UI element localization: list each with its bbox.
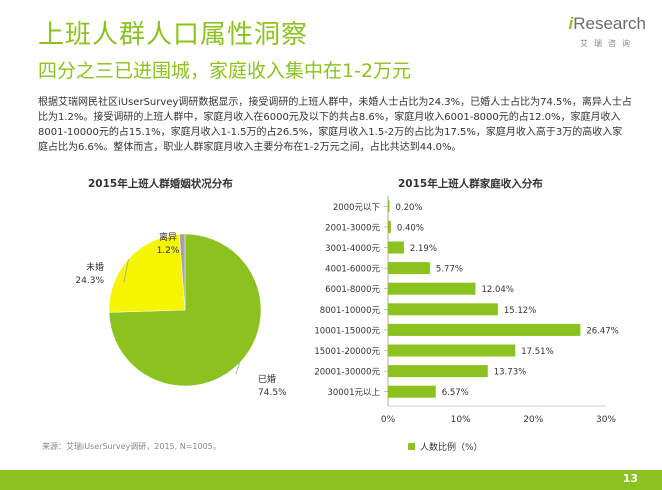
logo-wordmark: iResearch (568, 14, 647, 33)
pie-slice-label: 未婚 (86, 261, 104, 273)
logo-cn-text: 艾瑞咨询 (580, 39, 636, 48)
bar-value-label: 0.20% (395, 203, 422, 213)
income-bar (388, 365, 488, 378)
bar-value-label: 5.77% (436, 265, 463, 275)
legend-label: 人数比例（%） (420, 441, 483, 453)
pie-slice-label: 已婚 (258, 373, 276, 385)
income-bar (388, 282, 476, 295)
bar-category-label: 8001-10000元 (320, 306, 381, 316)
bar-category-label: 15001-20000元 (314, 347, 380, 357)
legend-swatch (408, 443, 415, 450)
bar-category-label: 2001-3000元 (325, 223, 380, 233)
income-bar (388, 220, 391, 233)
bar-value-label: 0.40% (397, 223, 424, 233)
pie-slice (179, 233, 186, 311)
x-tick-label: 0% (381, 415, 396, 425)
bar-category-label: 3001-4000元 (325, 244, 380, 254)
income-bar (388, 241, 404, 254)
pie-slice-value: 74.5% (258, 388, 287, 398)
income-bar (388, 344, 516, 357)
income-bar (388, 323, 581, 336)
pie-chart-title: 2015年上班人群婚姻状况分布 (88, 178, 233, 190)
pie-leader-line (235, 362, 240, 375)
pie-slice (108, 233, 186, 313)
bar-value-label: 15.12% (504, 306, 536, 316)
income-bar (388, 262, 430, 275)
bar-value-label: 6.57% (442, 388, 469, 398)
pie-slice-value: 24.3% (75, 276, 104, 286)
bar-category-label: 6001-8000元 (325, 285, 380, 295)
marital-status-pie-chart: 已婚 74.5% 未婚 24.3% 离异 1.2% (75, 231, 287, 398)
bar-value-label: 2.19% (410, 244, 437, 254)
pie-slice (108, 233, 262, 387)
x-tick-label: 10% (451, 415, 471, 425)
bar-value-label: 13.73% (494, 368, 526, 378)
pie-leader-line (123, 259, 129, 283)
page-title: 上班人群人口属性洞察 (38, 20, 309, 50)
bar-value-label: 26.47% (586, 326, 618, 336)
page-number: 13 (622, 472, 638, 485)
page-subtitle: 四分之三已进围城，家庭收入集中在1-2万元 (38, 60, 412, 82)
bar-category-label: 30001元以上 (327, 388, 380, 398)
pie-slice-label: 离异 (159, 231, 177, 243)
bar-value-label: 12.04% (481, 285, 513, 295)
bar-category-label: 4001-6000元 (325, 265, 380, 275)
footer-bar: 13 (0, 470, 662, 490)
bar-category-label: 2000元以下 (333, 203, 381, 213)
bar-value-label: 17.51% (521, 347, 553, 357)
source-note: 来源：艾瑞iUserSurvey调研，2015, N=1005。 (42, 442, 221, 451)
x-tick-label: 30% (596, 415, 616, 425)
bar-category-label: 20001-30000元 (314, 368, 380, 378)
income-bar (388, 385, 436, 398)
brand-logo: iResearch 艾瑞咨询 (536, 14, 647, 54)
body-paragraph: 根据艾瑞网民社区iUserSurvey调研数据显示，接受调研的上班人群中，未婚人… (38, 97, 632, 153)
income-bar-chart: 2000元以下 0.20% 2001-3000元 0.40% 3001-4000元 2.1… (314, 196, 619, 453)
pie-slice-value: 1.2% (157, 246, 180, 256)
bar-chart-title: 2015年上班人群家庭收入分布 (398, 178, 543, 190)
income-bar (388, 303, 498, 316)
income-bar (388, 200, 390, 213)
bar-category-label: 10001-15000元 (314, 326, 380, 336)
x-tick-label: 20% (523, 415, 543, 425)
